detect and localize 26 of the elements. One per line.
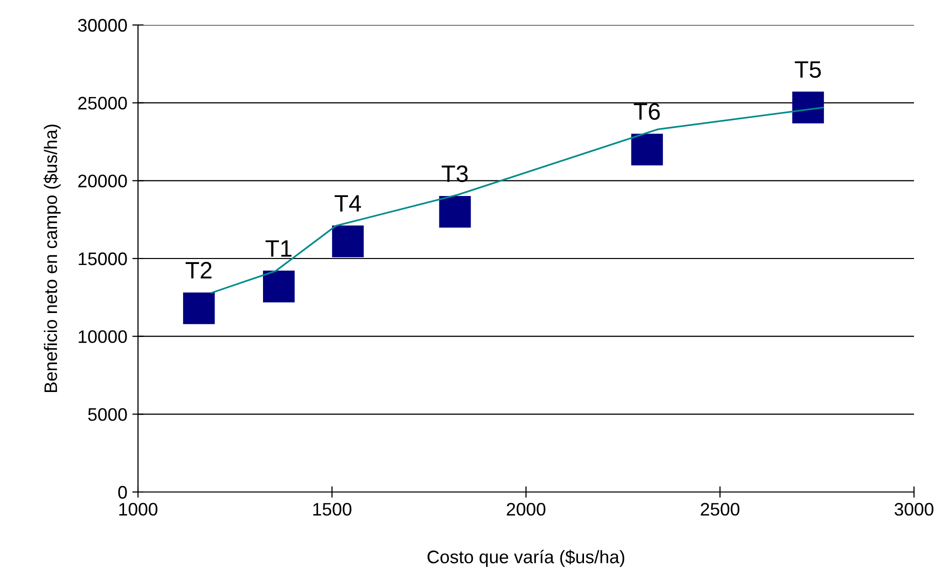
annotation: T4 xyxy=(334,195,361,212)
y-tick-label: 0 xyxy=(118,486,127,499)
y-tick-label: 15000 xyxy=(78,252,127,266)
x-tick-label: 1500 xyxy=(313,502,352,516)
x-axis-title: Costo que varía ($us/ha) xyxy=(428,550,624,567)
point xyxy=(263,270,295,302)
y-tick-label: 30000 xyxy=(78,18,127,32)
x-tick-label: 2500 xyxy=(700,502,740,516)
y-tick-label: 5000 xyxy=(88,408,127,421)
annotation: T1 xyxy=(266,240,292,257)
x-tick-label: 3000 xyxy=(894,502,934,516)
x-tick-label: 2000 xyxy=(506,502,546,516)
point xyxy=(183,292,215,324)
point xyxy=(439,196,471,228)
annotation: T3 xyxy=(442,165,468,182)
point xyxy=(792,92,824,124)
point xyxy=(631,134,663,166)
annotation: T5 xyxy=(794,61,821,78)
annotation: T2 xyxy=(186,262,212,278)
x-tick-label: 1000 xyxy=(119,502,158,516)
annotation: T6 xyxy=(634,103,660,120)
y-tick-label: 25000 xyxy=(78,96,127,110)
y-tick-label: 10000 xyxy=(78,330,127,344)
y-axis-title: Beneficio neto en campo ($us/ha) xyxy=(44,124,61,392)
point xyxy=(332,226,364,258)
y-tick-label: 20000 xyxy=(78,174,127,188)
